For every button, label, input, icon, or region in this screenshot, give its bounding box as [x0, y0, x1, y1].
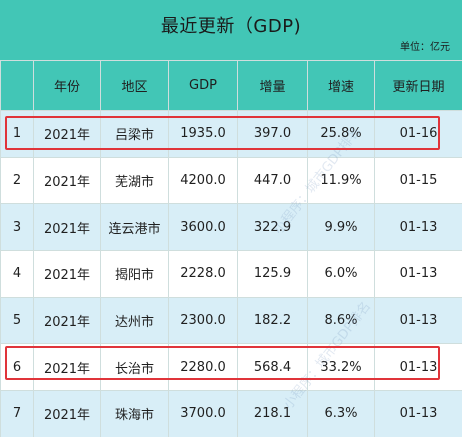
cell-gdp: 2280.0 [168, 343, 238, 392]
cell-gdp: 4200.0 [168, 156, 238, 205]
cell-update-date: 01-16 [374, 110, 462, 158]
table-row[interactable]: 2 2021年 芜湖市 4200.0 447.0 11.9% 01-15 [0, 156, 462, 205]
col-header-gdp: GDP [168, 60, 238, 111]
cell-region: 芜湖市 [100, 156, 169, 205]
col-header-region: 地区 [100, 60, 169, 111]
gdp-table: 年份 地区 GDP 增量 增速 更新日期 1 2021年 吕梁市 1935.0 … [0, 60, 462, 437]
cell-region: 揭阳市 [100, 250, 169, 298]
cell-update-date: 01-13 [374, 343, 462, 392]
cell-year: 2021年 [33, 296, 101, 345]
cell-year: 2021年 [33, 343, 101, 392]
cell-year: 2021年 [33, 390, 101, 437]
cell-index: 1 [0, 110, 34, 158]
cell-gdp: 2300.0 [168, 296, 238, 345]
cell-region: 达州市 [100, 296, 169, 345]
cell-growth-rate: 9.9% [307, 203, 375, 252]
table-row[interactable]: 5 2021年 达州市 2300.0 182.2 8.6% 01-13 [0, 296, 462, 345]
cell-update-date: 01-15 [374, 156, 462, 205]
cell-index: 5 [0, 296, 34, 345]
col-header-increase: 增量 [237, 60, 308, 111]
cell-region: 吕梁市 [100, 110, 169, 158]
table-row[interactable]: 7 2021年 珠海市 3700.0 218.1 6.3% 01-13 [0, 390, 462, 437]
cell-growth-rate: 11.9% [307, 156, 375, 205]
cell-gdp: 1935.0 [168, 110, 238, 158]
cell-increase: 125.9 [237, 250, 308, 298]
cell-update-date: 01-13 [374, 203, 462, 252]
cell-region: 珠海市 [100, 390, 169, 437]
cell-increase: 568.4 [237, 343, 308, 392]
title-bar: 最近更新（GDP) 单位：亿元 [0, 0, 462, 60]
cell-update-date: 01-13 [374, 390, 462, 437]
cell-growth-rate: 6.0% [307, 250, 375, 298]
cell-increase: 397.0 [237, 110, 308, 158]
cell-index: 7 [0, 390, 34, 437]
cell-growth-rate: 6.3% [307, 390, 375, 437]
cell-growth-rate: 8.6% [307, 296, 375, 345]
cell-year: 2021年 [33, 110, 101, 158]
cell-update-date: 01-13 [374, 250, 462, 298]
cell-gdp: 2228.0 [168, 250, 238, 298]
page-title: 最近更新（GDP) [160, 16, 302, 37]
cell-growth-rate: 33.2% [307, 343, 375, 392]
cell-growth-rate: 25.8% [307, 110, 375, 158]
col-header-year: 年份 [33, 60, 101, 111]
cell-region: 连云港市 [100, 203, 169, 252]
cell-region: 长治市 [100, 343, 169, 392]
cell-increase: 182.2 [237, 296, 308, 345]
cell-index: 4 [0, 250, 34, 298]
cell-increase: 322.9 [237, 203, 308, 252]
cell-index: 3 [0, 203, 34, 252]
cell-increase: 447.0 [237, 156, 308, 205]
cell-gdp: 3700.0 [168, 390, 238, 437]
table-row[interactable]: 6 2021年 长治市 2280.0 568.4 33.2% 01-13 [0, 343, 462, 392]
col-header-growth-rate: 增速 [307, 60, 375, 111]
cell-year: 2021年 [33, 250, 101, 298]
col-header-index [0, 60, 34, 111]
cell-year: 2021年 [33, 156, 101, 205]
cell-increase: 218.1 [237, 390, 308, 437]
table-row[interactable]: 3 2021年 连云港市 3600.0 322.9 9.9% 01-13 [0, 203, 462, 252]
cell-index: 6 [0, 343, 34, 392]
unit-label: 单位：亿元 [400, 42, 450, 53]
table-row[interactable]: 4 2021年 揭阳市 2228.0 125.9 6.0% 01-13 [0, 250, 462, 298]
cell-update-date: 01-13 [374, 296, 462, 345]
table-header-row: 年份 地区 GDP 增量 增速 更新日期 [0, 60, 462, 111]
table-row[interactable]: 1 2021年 吕梁市 1935.0 397.0 25.8% 01-16 [0, 110, 462, 158]
cell-index: 2 [0, 156, 34, 205]
cell-year: 2021年 [33, 203, 101, 252]
col-header-update-date: 更新日期 [374, 60, 462, 111]
cell-gdp: 3600.0 [168, 203, 238, 252]
